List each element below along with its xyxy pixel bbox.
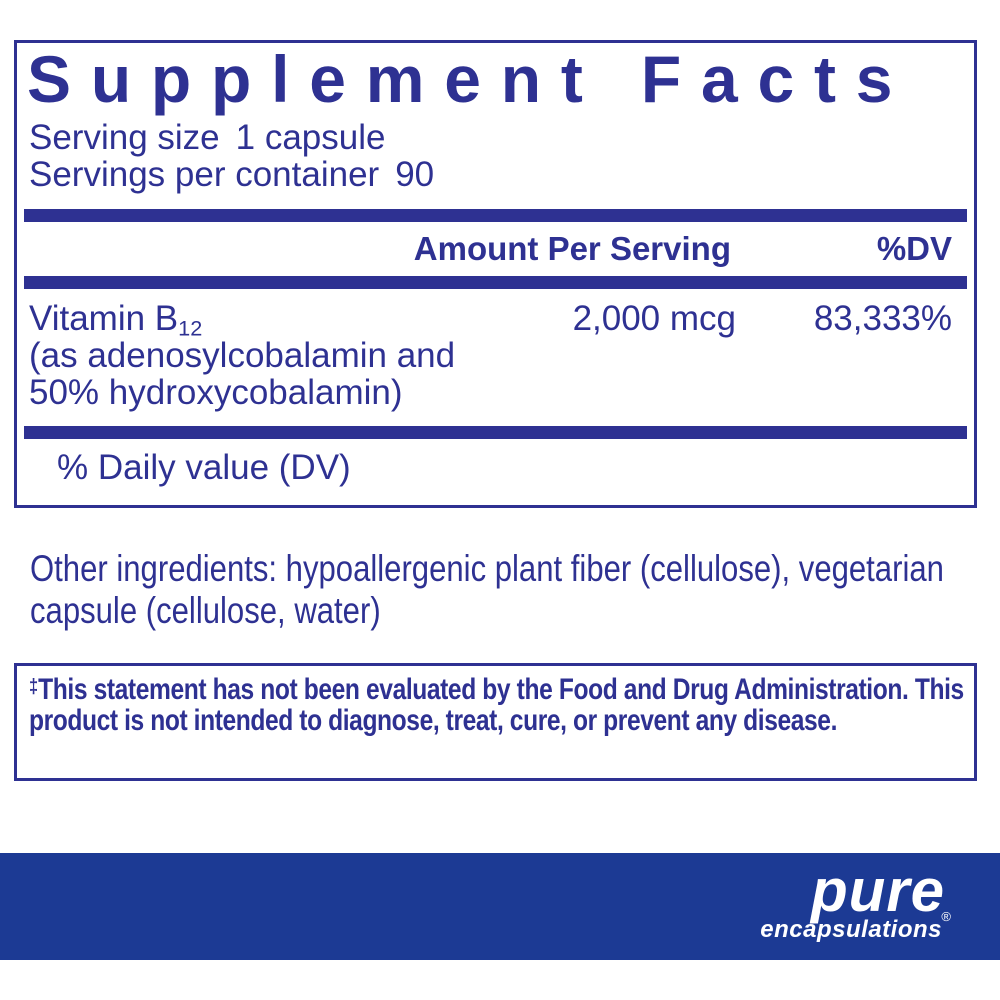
nutrient-amount: 2,000 mcg xyxy=(572,299,736,338)
supplement-facts-panel: Supplement Facts Serving size 1 capsule … xyxy=(14,40,977,508)
registered-trademark-icon: ® xyxy=(941,909,951,924)
divider-bar-top xyxy=(24,209,967,222)
nutrient-name-subscript: 12 xyxy=(178,315,203,341)
percent-dv-header: %DV xyxy=(876,230,952,267)
fda-disclaimer-box: ‡This statement has not been evaluated b… xyxy=(14,663,977,781)
brand-subname-text: encapsulations xyxy=(760,916,942,943)
amount-per-serving-header: Amount Per Serving xyxy=(413,230,731,267)
serving-size-value: 1 capsule xyxy=(235,118,386,157)
serving-size-line: Serving size 1 capsule xyxy=(29,119,385,157)
panel-title: Supplement Facts xyxy=(27,42,913,116)
nutrient-name-base: Vitamin B xyxy=(29,299,179,338)
nutrient-note-line2: 50% hydroxycobalamin) xyxy=(29,373,403,412)
pure-encapsulations-logo: pure encapsulations ® xyxy=(760,857,951,943)
servings-per-container-value: 90 xyxy=(395,155,435,194)
nutrient-name: Vitamin B12 xyxy=(29,299,203,341)
serving-size-label: Serving size xyxy=(29,118,220,157)
brand-name: pure xyxy=(810,857,945,924)
servings-per-container-label: Servings per container xyxy=(29,155,380,194)
servings-per-container-line: Servings per container 90 xyxy=(29,156,434,194)
daily-value-footnote: % Daily value (DV) xyxy=(57,448,351,487)
other-ingredients-text: Other ingredients: hypoallergenic plant … xyxy=(30,548,944,631)
nutrient-dv-value: 83,333% xyxy=(813,299,952,338)
nutrient-note-line1: (as adenosylcobalamin and xyxy=(29,336,456,375)
fda-disclaimer-text: ‡This statement has not been evaluated b… xyxy=(29,672,964,736)
brand-band: pure encapsulations ® xyxy=(0,853,1000,960)
divider-bar-header xyxy=(24,276,967,289)
dagger-mark: ‡ xyxy=(29,676,39,698)
divider-bar-bottom xyxy=(24,426,967,439)
fda-disclaimer-body: This statement has not been evaluated by… xyxy=(29,673,964,737)
brand-subname: encapsulations ® xyxy=(760,909,951,943)
